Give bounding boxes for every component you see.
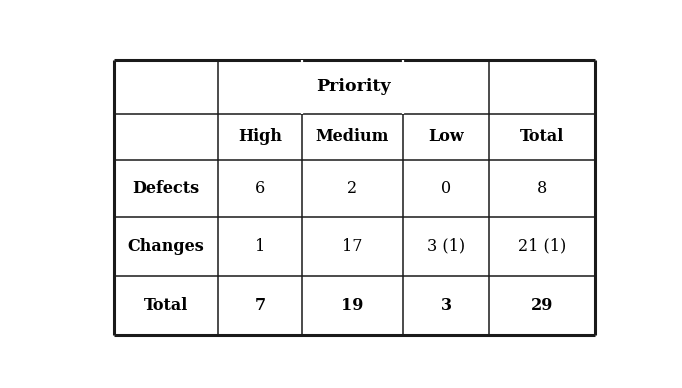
Text: 3 (1): 3 (1): [427, 238, 465, 255]
Text: Total: Total: [520, 128, 565, 146]
Text: Changes: Changes: [128, 238, 205, 255]
Text: Low: Low: [428, 128, 464, 146]
Text: 21 (1): 21 (1): [518, 238, 567, 255]
Text: 0: 0: [441, 180, 451, 197]
Text: Priority: Priority: [316, 78, 391, 95]
Text: Defects: Defects: [132, 180, 200, 197]
Text: 8: 8: [537, 180, 548, 197]
Text: High: High: [238, 128, 282, 146]
Text: Medium: Medium: [316, 128, 389, 146]
Text: 3: 3: [441, 297, 451, 314]
Text: 29: 29: [531, 297, 554, 314]
Text: 19: 19: [341, 297, 364, 314]
Text: 7: 7: [254, 297, 265, 314]
Text: 6: 6: [254, 180, 265, 197]
Text: 1: 1: [254, 238, 265, 255]
Text: 17: 17: [342, 238, 363, 255]
Text: 2: 2: [347, 180, 357, 197]
Text: Total: Total: [144, 297, 188, 314]
